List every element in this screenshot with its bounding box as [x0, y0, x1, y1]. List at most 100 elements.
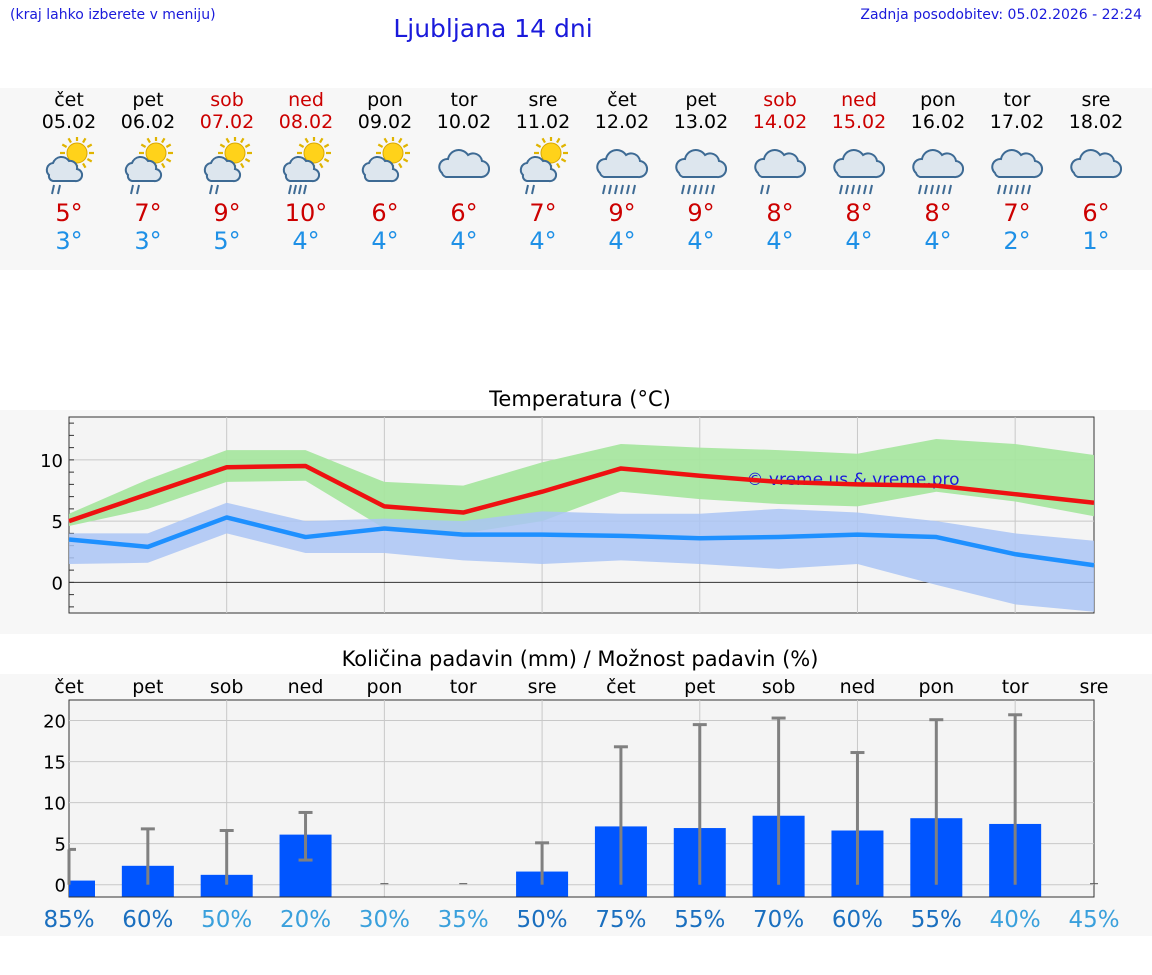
- y-tick-label: 15: [43, 753, 66, 774]
- sun-cloud-rain-icon: [124, 137, 173, 195]
- temp-max: 7°: [1003, 199, 1031, 227]
- cloud-heavy-rain-icon: [991, 149, 1044, 195]
- cloud-shape: [912, 149, 965, 179]
- temp-min: 1°: [1082, 227, 1110, 255]
- day-date: 11.02: [515, 111, 571, 133]
- rain-drops: [51, 184, 61, 195]
- day-name: pon: [367, 89, 403, 111]
- precip-probability: 60%: [122, 907, 173, 933]
- cloud-shape: [991, 149, 1044, 179]
- rain-drops: [839, 184, 873, 195]
- precip-probability: 55%: [911, 907, 962, 933]
- temp-max: 8°: [845, 199, 873, 227]
- location-hint: (kraj lahko izberete v meniju): [10, 7, 216, 23]
- cloud-shape: [596, 149, 649, 179]
- forecast-day: tor 17.02 7° 2°: [977, 88, 1057, 255]
- rain-drops: [288, 184, 307, 195]
- forecast-day: pet 06.02 7° 3°: [108, 88, 188, 255]
- forecast-day: pon 09.02 6° 4°: [345, 88, 425, 255]
- cloud-shape: [438, 149, 491, 179]
- precip-probability: 55%: [674, 907, 725, 933]
- forecast-day: čet 12.02 9° 4°: [582, 88, 662, 255]
- temp-max: 5°: [55, 199, 83, 227]
- temp-min: 3°: [55, 227, 83, 255]
- cloud-icon: [1070, 149, 1123, 179]
- day-name: sre: [528, 89, 558, 111]
- cloud-heavy-rain-icon: [912, 149, 965, 195]
- day-name: čet: [607, 89, 637, 111]
- forecast-day: čet 05.02 5° 3°: [29, 88, 109, 255]
- rain-drops: [997, 184, 1031, 195]
- sun-cloud-rain-icon: [203, 137, 252, 195]
- cloud-shape: [519, 156, 558, 183]
- precipitation-chart-title: Količina padavin (mm) / Možnost padavin …: [341, 647, 819, 671]
- day-name: pet: [132, 89, 164, 111]
- precip-probability: 30%: [359, 907, 410, 933]
- temp-max: 9°: [213, 199, 241, 227]
- day-name: pon: [920, 89, 956, 111]
- day-date: 15.02: [831, 111, 887, 133]
- day-date: 17.02: [989, 111, 1045, 133]
- day-name: ned: [841, 89, 877, 111]
- y-tick-label: 20: [43, 712, 66, 733]
- sun-cloud-rain-icon: [519, 137, 568, 195]
- max-line: [68, 463, 1095, 524]
- y-tick-label: 5: [55, 835, 66, 856]
- cloud-heavy-rain-icon: [596, 149, 649, 195]
- temp-min: 4°: [371, 227, 399, 255]
- temp-min: 4°: [450, 227, 478, 255]
- temp-max: 6°: [371, 199, 399, 227]
- day-name: ned: [288, 89, 324, 111]
- day-date: 18.02: [1068, 111, 1124, 133]
- day-date: 05.02: [41, 111, 97, 133]
- cloud-rain-icon: [754, 149, 807, 195]
- temp-max: 7°: [134, 199, 162, 227]
- cloud-heavy-rain-icon: [833, 149, 886, 195]
- forecast-day: pet 13.02 9° 4°: [661, 88, 741, 255]
- cloud-heavy-rain-icon: [675, 149, 728, 195]
- y-tick-label: 5: [52, 512, 63, 533]
- forecast-day: ned 08.02 10° 4°: [266, 88, 346, 255]
- forecast-day: ned 15.02 8° 4°: [819, 88, 899, 255]
- temp-max: 6°: [450, 199, 478, 227]
- day-name: pet: [685, 89, 717, 111]
- temperature-chart-title: Temperatura (°C): [489, 387, 671, 411]
- temp-max: 9°: [608, 199, 636, 227]
- temp-min: 2°: [1003, 227, 1031, 255]
- rain-drops: [760, 184, 770, 195]
- day-name: čet: [54, 89, 84, 111]
- forecast-day: pon 16.02 8° 4°: [898, 88, 978, 255]
- cloud-shape: [203, 156, 242, 183]
- temp-max: 8°: [924, 199, 952, 227]
- day-date: 09.02: [357, 111, 413, 133]
- max-band: [69, 439, 1094, 534]
- precipitation-chart: 0 5 10 15 20 čet pet sob ned pon tor sre čet pet sob ne…: [43, 676, 1119, 933]
- x-day-label: pon: [367, 676, 403, 698]
- y-tick-label: 10: [43, 794, 66, 815]
- temp-min: 4°: [687, 227, 715, 255]
- forecast-day: sre 18.02 6° 1°: [1056, 88, 1136, 255]
- last-update: Zadnja posodobitev: 05.02.2026 - 22:24: [860, 7, 1142, 23]
- rain-drops: [130, 184, 140, 195]
- temp-max: 9°: [687, 199, 715, 227]
- x-day-label: čet: [606, 676, 636, 698]
- day-name: sob: [210, 89, 244, 111]
- rain-drops: [918, 184, 952, 195]
- cloud-shape: [124, 156, 163, 183]
- temp-min: 3°: [134, 227, 162, 255]
- forecast-day: sob 07.02 9° 5°: [187, 88, 267, 255]
- temp-min: 4°: [292, 227, 320, 255]
- temp-max: 7°: [529, 199, 557, 227]
- cloud-shape: [675, 149, 728, 179]
- day-date: 10.02: [436, 111, 492, 133]
- precip-bar: [69, 880, 95, 897]
- day-name: tor: [450, 89, 478, 111]
- x-day-label: sre: [1080, 676, 1109, 698]
- y-tick-label: 0: [55, 876, 66, 897]
- precip-probability: 60%: [832, 907, 883, 933]
- sun-cloud-icon: [361, 137, 410, 183]
- sun-cloud-heavy-rain-icon: [282, 137, 331, 195]
- precip-probability: 50%: [201, 907, 252, 933]
- y-tick-label: 10: [40, 451, 63, 472]
- cloud-shape: [833, 149, 886, 179]
